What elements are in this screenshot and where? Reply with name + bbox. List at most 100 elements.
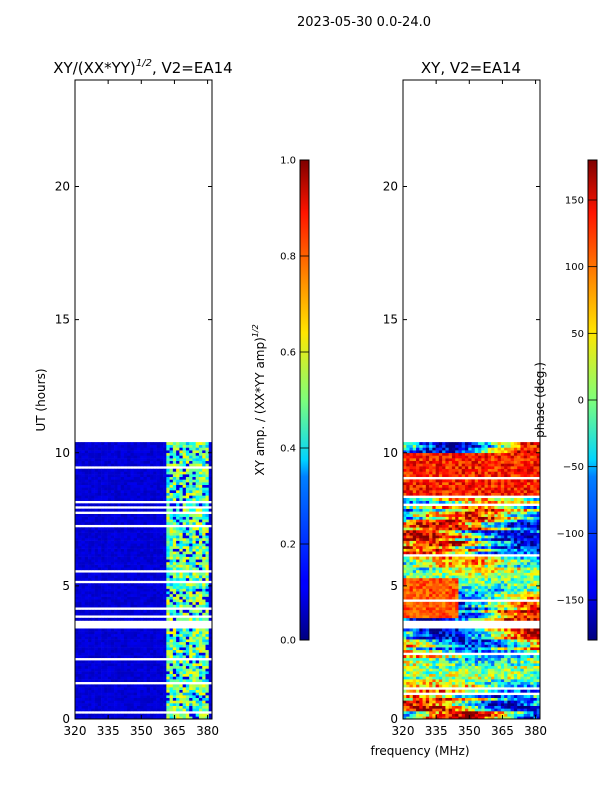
amplitude-panel-title: XY/(XX*YY)1/2, V2=EA14 (53, 58, 232, 77)
heatmap-cell (143, 599, 148, 603)
heatmap-cell (205, 649, 210, 653)
heatmap-cell (101, 559, 105, 563)
heatmap-cell (143, 716, 148, 719)
heatmap-cell (172, 551, 177, 555)
heatmap-cell (104, 521, 108, 525)
heatmap-cell (156, 639, 161, 643)
heatmap-cell (169, 537, 174, 541)
heatmap-cell (176, 521, 180, 525)
heatmap-cell (97, 527, 102, 531)
heatmap-cell (481, 689, 485, 693)
heatmap-cell (198, 471, 203, 475)
heatmap-cell (491, 681, 495, 685)
heatmap-cell (127, 641, 131, 645)
heatmap-cell (419, 644, 423, 648)
heatmap-cell (497, 665, 502, 669)
heatmap-cell (172, 561, 177, 565)
heatmap-cell (468, 665, 472, 669)
heatmap-cell (442, 665, 446, 669)
heatmap-cell (195, 498, 200, 501)
heatmap-cell (442, 689, 446, 693)
heatmap-cell (513, 657, 518, 661)
heatmap-cell (185, 577, 190, 581)
heatmap-cell (88, 641, 92, 645)
heatmap-cell (91, 498, 95, 501)
heatmap-cell (185, 700, 190, 704)
heatmap-cell (192, 452, 196, 456)
heatmap-cell (169, 503, 174, 507)
heatmap-cell (523, 641, 528, 645)
heatmap-cell (179, 551, 183, 555)
heatmap-cell (176, 697, 180, 701)
heatmap-cell (146, 577, 151, 581)
heatmap-cell (169, 687, 174, 691)
heatmap-cell (97, 535, 102, 539)
heatmap-cell (143, 604, 148, 608)
heatmap-cell (520, 657, 524, 661)
heatmap-cell (127, 617, 131, 621)
heatmap-cell (497, 663, 502, 667)
heatmap-cell (208, 591, 212, 595)
heatmap-cell (107, 689, 112, 693)
heatmap-cell (189, 490, 193, 493)
heatmap-cell (166, 697, 170, 701)
heatmap-cell (176, 540, 180, 544)
heatmap-cell (81, 444, 86, 448)
heatmap-cell (81, 471, 86, 475)
heatmap-cell (75, 649, 79, 653)
heatmap-cell (84, 503, 89, 507)
heatmap-cell (185, 564, 190, 568)
heatmap-cell (494, 673, 498, 677)
heatmap-cell (136, 503, 141, 507)
heatmap-cell (526, 641, 531, 645)
heatmap-cell (461, 676, 466, 680)
heatmap-cell (429, 679, 433, 683)
heatmap-cell (198, 548, 203, 552)
heatmap-cell (150, 671, 154, 675)
heatmap-cell (133, 716, 138, 719)
heatmap-cell (189, 529, 193, 533)
heatmap-cell (78, 673, 82, 677)
heatmap-cell (189, 633, 193, 637)
heatmap-cell (432, 655, 436, 659)
heatmap-cell (513, 641, 518, 645)
heatmap-cell (533, 673, 538, 677)
heatmap-cell (425, 703, 430, 706)
heatmap-cell (189, 647, 193, 651)
heatmap-cell (435, 689, 440, 693)
heatmap-cell (117, 604, 121, 608)
heatmap-cell (101, 484, 105, 488)
heatmap-cell (127, 671, 131, 675)
heatmap-cell (107, 633, 112, 637)
heatmap-cell (101, 519, 105, 523)
heatmap-cell (88, 692, 92, 696)
heatmap-cell (130, 609, 135, 613)
heatmap-cell (156, 559, 161, 563)
heatmap-cell (517, 649, 521, 653)
heatmap-cell (117, 631, 121, 635)
heatmap-cell (146, 468, 151, 472)
heatmap-cell (97, 713, 102, 717)
heatmap-cell (133, 545, 138, 549)
heatmap-cell (143, 516, 148, 520)
heatmap-cell (510, 676, 515, 680)
heatmap-cell (136, 479, 141, 483)
heatmap-cell (530, 711, 534, 714)
heatmap-cell (153, 679, 157, 683)
heatmap-cell (150, 679, 154, 683)
heatmap-cell (166, 508, 170, 512)
heatmap-cell (91, 548, 95, 552)
heatmap-cell (114, 548, 118, 552)
heatmap-cell (461, 705, 466, 709)
heatmap-cell (78, 700, 82, 704)
heatmap-cell (182, 612, 187, 616)
heatmap-cell (127, 695, 131, 698)
heatmap-cell (438, 713, 443, 717)
heatmap-cell (88, 639, 92, 643)
heatmap-cell (429, 644, 433, 648)
heatmap-cell (195, 687, 200, 691)
heatmap-cell (153, 535, 157, 539)
heatmap-cell (130, 474, 135, 478)
heatmap-cell (208, 564, 212, 568)
heatmap-cell (136, 671, 141, 675)
